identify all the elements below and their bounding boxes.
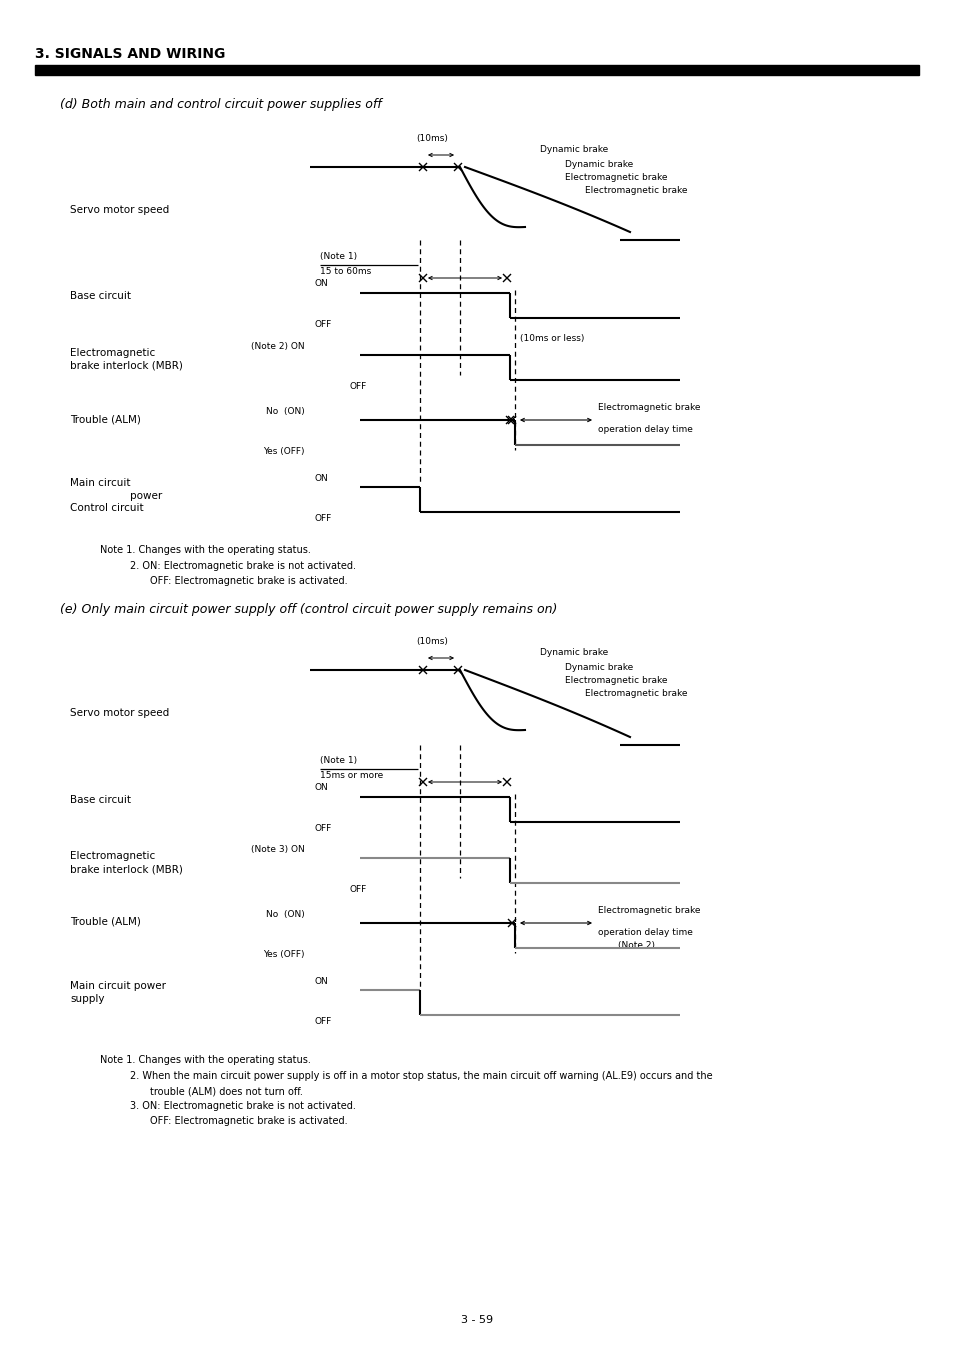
Text: Base circuit: Base circuit	[70, 795, 131, 805]
Text: ON: ON	[314, 977, 329, 986]
Text: OFF: OFF	[314, 824, 332, 833]
Text: OFF: Electromagnetic brake is activated.: OFF: Electromagnetic brake is activated.	[150, 576, 347, 586]
Text: OFF: Electromagnetic brake is activated.: OFF: Electromagnetic brake is activated.	[150, 1116, 347, 1126]
Text: ON: ON	[314, 474, 329, 483]
Text: brake interlock (MBR): brake interlock (MBR)	[70, 864, 183, 873]
Text: supply: supply	[70, 994, 105, 1004]
Text: (10ms): (10ms)	[416, 134, 448, 143]
Text: Main circuit: Main circuit	[70, 478, 131, 487]
Text: trouble (ALM) does not turn off.: trouble (ALM) does not turn off.	[150, 1085, 302, 1096]
Text: OFF: OFF	[314, 1017, 332, 1026]
Text: Dynamic brake: Dynamic brake	[564, 161, 633, 169]
Text: (Note 1): (Note 1)	[319, 252, 356, 261]
Text: Trouble (ALM): Trouble (ALM)	[70, 917, 141, 927]
Text: Yes (OFF): Yes (OFF)	[263, 447, 305, 456]
Text: OFF: OFF	[350, 886, 367, 894]
Text: Electromagnetic brake: Electromagnetic brake	[598, 404, 700, 412]
Text: Dynamic brake: Dynamic brake	[564, 663, 633, 672]
Text: (Note 2): (Note 2)	[618, 941, 655, 950]
Text: operation delay time: operation delay time	[598, 927, 692, 937]
Text: Servo motor speed: Servo motor speed	[70, 707, 169, 718]
Text: Electromagnetic: Electromagnetic	[70, 348, 155, 358]
Text: brake interlock (MBR): brake interlock (MBR)	[70, 360, 183, 371]
Text: Control circuit: Control circuit	[70, 504, 144, 513]
Text: Electromagnetic brake: Electromagnetic brake	[584, 186, 687, 194]
Text: (d) Both main and control circuit power supplies off: (d) Both main and control circuit power …	[60, 99, 381, 111]
Text: Note 1. Changes with the operating status.: Note 1. Changes with the operating statu…	[100, 1054, 311, 1065]
Text: (Note 2) ON: (Note 2) ON	[251, 342, 305, 351]
Text: (Note 1): (Note 1)	[319, 756, 356, 765]
Text: 3. ON: Electromagnetic brake is not activated.: 3. ON: Electromagnetic brake is not acti…	[130, 1102, 355, 1111]
Text: (Note 3) ON: (Note 3) ON	[251, 845, 305, 855]
Text: 2. ON: Electromagnetic brake is not activated.: 2. ON: Electromagnetic brake is not acti…	[130, 562, 355, 571]
Text: Servo motor speed: Servo motor speed	[70, 205, 169, 215]
Text: Electromagnetic brake: Electromagnetic brake	[564, 173, 667, 182]
Text: Main circuit power: Main circuit power	[70, 981, 166, 991]
Text: OFF: OFF	[314, 514, 332, 522]
Text: Dynamic brake: Dynamic brake	[539, 648, 608, 657]
Text: OFF: OFF	[314, 320, 332, 329]
Text: Yes (OFF): Yes (OFF)	[263, 950, 305, 958]
Text: ON: ON	[314, 783, 329, 792]
Text: Note 1. Changes with the operating status.: Note 1. Changes with the operating statu…	[100, 545, 311, 555]
Text: operation delay time: operation delay time	[598, 425, 692, 433]
Text: No  (ON): No (ON)	[266, 406, 305, 416]
Text: Base circuit: Base circuit	[70, 292, 131, 301]
Bar	[35, 65, 918, 76]
Text: OFF: OFF	[350, 382, 367, 391]
Text: (e) Only main circuit power supply off (control circuit power supply remains on): (e) Only main circuit power supply off (…	[60, 603, 557, 616]
Text: 2. When the main circuit power supply is off in a motor stop status, the main ci: 2. When the main circuit power supply is…	[130, 1071, 712, 1081]
Text: (10ms): (10ms)	[416, 637, 448, 647]
Text: 15ms or more: 15ms or more	[319, 771, 383, 780]
Text: (10ms or less): (10ms or less)	[519, 333, 584, 343]
Text: power: power	[130, 491, 162, 501]
Text: Electromagnetic brake: Electromagnetic brake	[598, 906, 700, 915]
Text: Trouble (ALM): Trouble (ALM)	[70, 414, 141, 424]
Text: Electromagnetic: Electromagnetic	[70, 850, 155, 861]
Text: 15 to 60ms: 15 to 60ms	[319, 267, 371, 275]
Text: Electromagnetic brake: Electromagnetic brake	[564, 676, 667, 684]
Text: 3 - 59: 3 - 59	[460, 1315, 493, 1324]
Text: No  (ON): No (ON)	[266, 910, 305, 919]
Text: 3. SIGNALS AND WIRING: 3. SIGNALS AND WIRING	[35, 47, 225, 61]
Text: Dynamic brake: Dynamic brake	[539, 144, 608, 154]
Text: ON: ON	[314, 279, 329, 288]
Text: Electromagnetic brake: Electromagnetic brake	[584, 688, 687, 698]
